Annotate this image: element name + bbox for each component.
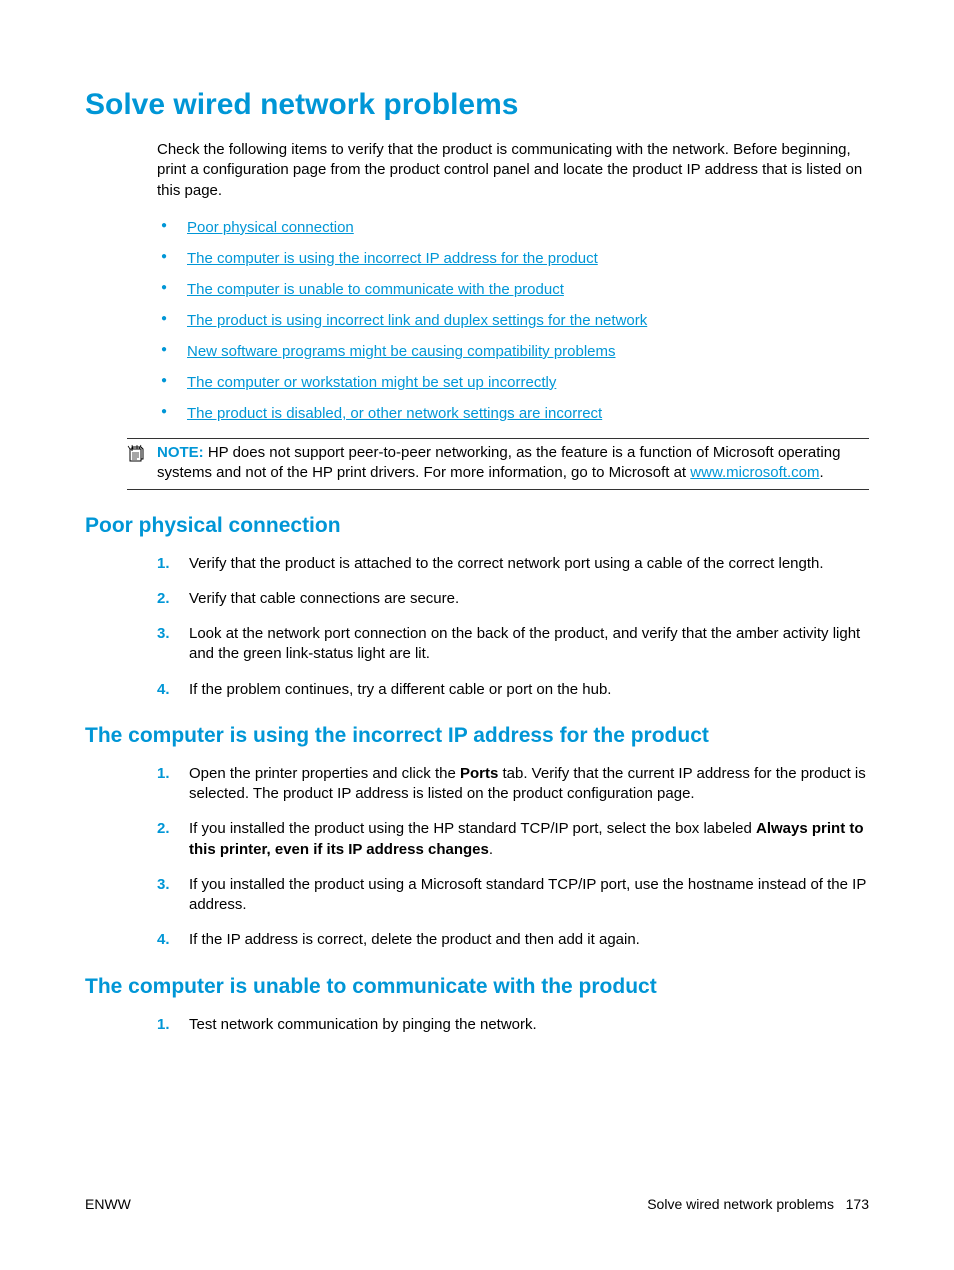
section2-item: Open the printer properties and click th… — [157, 764, 869, 805]
toc-link-product-disabled[interactable]: The product is disabled, or other networ… — [187, 405, 602, 422]
page-title: Solve wired network problems — [85, 88, 869, 122]
section1-item: Verify that cable connections are secure… — [157, 589, 869, 609]
section2-list: Open the printer properties and click th… — [157, 764, 869, 951]
note-box: NOTE: HP does not support peer-to-peer n… — [127, 438, 869, 490]
toc-list: Poor physical connection The computer is… — [157, 219, 869, 422]
footer-left: ENWW — [85, 1196, 131, 1212]
section2-item: If you installed the product using the H… — [157, 819, 869, 860]
toc-link-unable-communicate[interactable]: The computer is unable to communicate wi… — [187, 281, 564, 298]
toc-link-workstation-setup[interactable]: The computer or workstation might be set… — [187, 374, 556, 391]
note-label: NOTE: — [157, 444, 204, 461]
footer-right: Solve wired network problems 173 — [647, 1196, 869, 1212]
section1-list: Verify that the product is attached to t… — [157, 554, 869, 700]
heading-poor-physical: Poor physical connection — [85, 514, 869, 538]
section1-item: Verify that the product is attached to t… — [157, 554, 869, 574]
toc-link-poor-physical[interactable]: Poor physical connection — [187, 219, 354, 236]
page-footer: ENWW Solve wired network problems 173 — [85, 1196, 869, 1212]
section2-item: If the IP address is correct, delete the… — [157, 930, 869, 950]
heading-incorrect-ip: The computer is using the incorrect IP a… — [85, 724, 869, 748]
heading-unable-communicate: The computer is unable to communicate wi… — [85, 975, 869, 999]
toc-link-software-compat[interactable]: New software programs might be causing c… — [187, 343, 616, 360]
section3-item: Test network communication by pinging th… — [157, 1015, 869, 1035]
section1-item: If the problem continues, try a differen… — [157, 680, 869, 700]
note-text-after: . — [819, 464, 823, 481]
toc-link-link-duplex[interactable]: The product is using incorrect link and … — [187, 312, 647, 329]
toc-link-incorrect-ip[interactable]: The computer is using the incorrect IP a… — [187, 250, 598, 267]
note-link-microsoft[interactable]: www.microsoft.com — [690, 464, 819, 481]
intro-paragraph: Check the following items to verify that… — [157, 140, 869, 201]
section3-list: Test network communication by pinging th… — [157, 1015, 869, 1035]
section1-item: Look at the network port connection on t… — [157, 624, 869, 665]
note-icon — [127, 443, 151, 463]
section2-item: If you installed the product using a Mic… — [157, 875, 869, 916]
